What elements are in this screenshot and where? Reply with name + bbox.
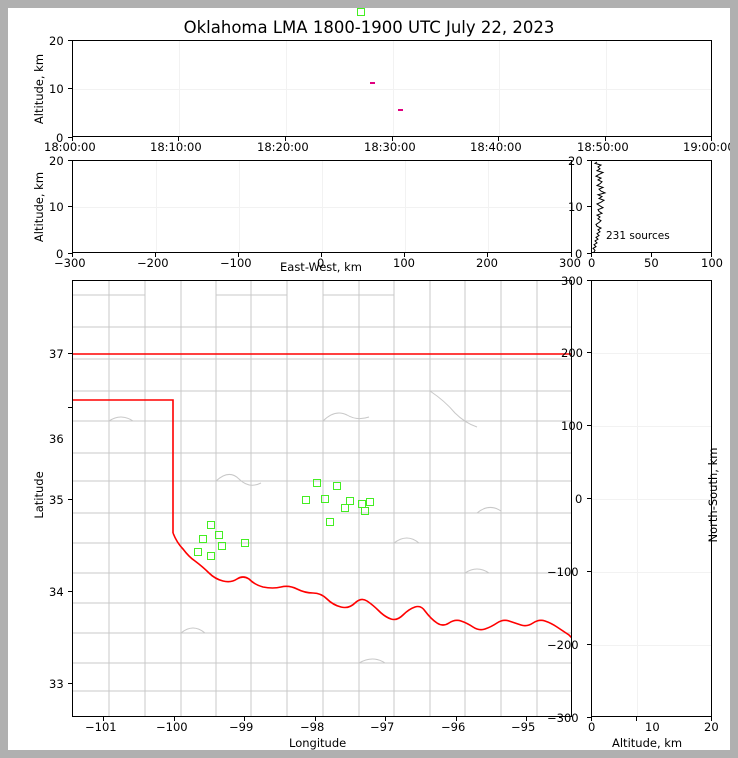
map-ytick: 36 [49,432,64,446]
lma-source-marker [302,496,310,504]
map-xtick: −96 [441,720,466,734]
time-xtick: 18:50:00 [577,140,629,154]
lma-source-marker [241,539,249,547]
lma-source-marker [199,535,207,543]
map-xtick: −98 [300,720,325,734]
lma-source-marker [218,542,226,550]
hist-ytick: 10 [568,200,583,214]
time-ytick: 0 [56,131,64,145]
lma-source-marker [207,552,215,560]
ns-ytick: 300 [561,274,583,288]
ns-xlabel: Altitude, km [612,736,683,750]
ns-ytick: −300 [547,711,579,725]
panel-altitude-histogram[interactable]: 231 sources [591,160,712,253]
panel-plan-view-map[interactable] [72,280,572,717]
map-ytick: 37 [49,347,64,361]
time-xtick: 18:40:00 [470,140,522,154]
figure-canvas: Oklahoma LMA 1800-1900 UTC July 22, 2023… [8,8,730,750]
time-source-point [370,82,375,84]
ew-xtick: −300 [54,256,86,270]
histogram-source-count: 231 sources [606,230,670,242]
hist-ytick: 20 [568,154,583,168]
time-ytick: 10 [49,82,64,96]
ns-ytick: 100 [561,419,583,433]
ew-xtick: −100 [220,256,252,270]
lma-source-marker [366,498,374,506]
ns-ytick: 0 [575,492,583,506]
map-xtick: −99 [229,720,254,734]
map-ytick: 34 [49,585,64,599]
state-border-oklahoma [73,353,571,639]
ns-xtick: 10 [645,720,660,734]
ew-ytick: 10 [49,200,64,214]
ns-xtick: 0 [588,720,596,734]
lma-source-marker [207,521,215,529]
ns-xtick: 20 [704,720,719,734]
lma-source-marker [361,507,369,515]
time-xtick: 18:30:00 [364,140,416,154]
hist-ytick: 0 [575,247,583,261]
lma-source-marker [326,518,334,526]
lma-source-marker [357,8,365,16]
ew-xtick: 0 [317,256,325,270]
ns-ylabel: North-South, km [706,447,720,543]
histogram-profile [592,161,607,252]
map-xlabel: Longitude [289,736,347,750]
map-xtick: −100 [156,720,188,734]
time-xtick: 18:10:00 [150,140,202,154]
county-boundaries [73,281,571,716]
panel-eastwest-height[interactable] [72,160,572,253]
ew-xtick: 300 [559,256,581,270]
map-geography [73,281,571,716]
map-ytick: 35 [49,493,64,507]
ew-xlabel: East-West, km [280,260,362,274]
map-xtick: −95 [511,720,536,734]
time-ytick: 20 [49,34,64,48]
hist-xtick: 0 [588,256,596,270]
ns-ytick: −100 [547,565,579,579]
ns-ytick: −200 [547,638,579,652]
panel-northsouth-height[interactable] [591,280,712,717]
map-xtick: −97 [370,720,395,734]
ew-ytick: 0 [56,247,64,261]
ew-ytick: 20 [49,154,64,168]
lma-source-marker [215,531,223,539]
map-ylabel: Latitude [32,471,46,519]
hist-xtick: 50 [644,256,659,270]
time-source-point [398,109,403,111]
map-xtick: −101 [85,720,117,734]
ew-xtick: −200 [137,256,169,270]
time-xtick: 18:00:00 [44,140,96,154]
lma-source-marker [346,497,354,505]
ew-ylabel: Altitude, km [32,171,46,243]
panel-time-height[interactable] [72,40,712,137]
lma-source-marker [313,479,321,487]
lma-source-marker [321,495,329,503]
time-xtick: 19:00:00 [683,140,730,154]
ew-xtick: 200 [476,256,498,270]
figure-title: Oklahoma LMA 1800-1900 UTC July 22, 2023 [183,18,555,37]
map-ytick: 33 [49,677,64,691]
hist-xtick: 100 [701,256,723,270]
lma-source-marker [333,482,341,490]
ns-ytick: 200 [561,346,583,360]
time-xtick: 18:20:00 [257,140,309,154]
ew-xtick: 100 [393,256,415,270]
time-ylabel: Altitude, km [32,53,46,125]
lma-source-marker [194,548,202,556]
lma-source-marker [341,504,349,512]
